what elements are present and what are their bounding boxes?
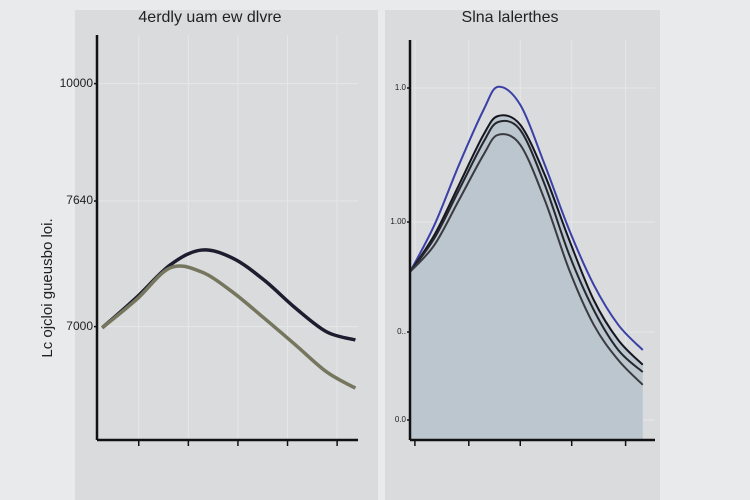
area: [410, 115, 643, 440]
line: [409, 133, 644, 386]
y-tick-label: 1.0: [395, 83, 407, 92]
line: [409, 85, 644, 351]
y-tick-label: 7640: [66, 193, 93, 207]
line: [409, 119, 644, 373]
y-tick-label: 1.00: [390, 217, 406, 226]
line: [101, 264, 357, 390]
line: [409, 114, 644, 366]
y-tick-label: 0.0: [395, 415, 407, 424]
chart-title: 4erdly uam ew dlvre: [138, 9, 281, 26]
y-tick-label: 0..: [397, 327, 406, 336]
y-tick-label: 10000: [60, 76, 94, 90]
y-axis-label: Lc ojcloi gueusbo loi.: [39, 218, 56, 357]
y-tick-label: 7000: [66, 319, 93, 333]
chart-title: Slna lalerthes: [462, 9, 559, 26]
